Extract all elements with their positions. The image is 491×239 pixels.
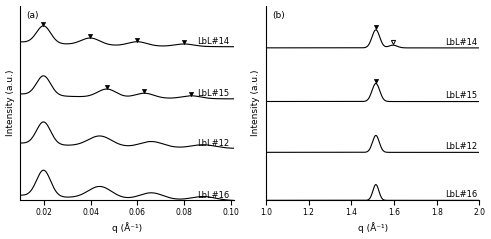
- Text: (b): (b): [273, 11, 285, 20]
- Y-axis label: Intensity (a.u.): Intensity (a.u.): [5, 70, 15, 136]
- Text: LbL#15: LbL#15: [197, 89, 229, 98]
- Y-axis label: Intensity (a.u.): Intensity (a.u.): [251, 70, 260, 136]
- X-axis label: q (Å⁻¹): q (Å⁻¹): [112, 223, 142, 234]
- Text: (a): (a): [27, 11, 39, 20]
- Text: LbL#14: LbL#14: [197, 37, 229, 46]
- Text: LbL#14: LbL#14: [445, 38, 477, 47]
- Text: LbL#12: LbL#12: [445, 142, 477, 151]
- Text: LbL#16: LbL#16: [445, 190, 477, 199]
- X-axis label: q (Å⁻¹): q (Å⁻¹): [357, 223, 388, 234]
- Text: LbL#16: LbL#16: [197, 191, 229, 200]
- Text: LbL#12: LbL#12: [197, 139, 229, 148]
- Text: LbL#15: LbL#15: [445, 92, 477, 100]
